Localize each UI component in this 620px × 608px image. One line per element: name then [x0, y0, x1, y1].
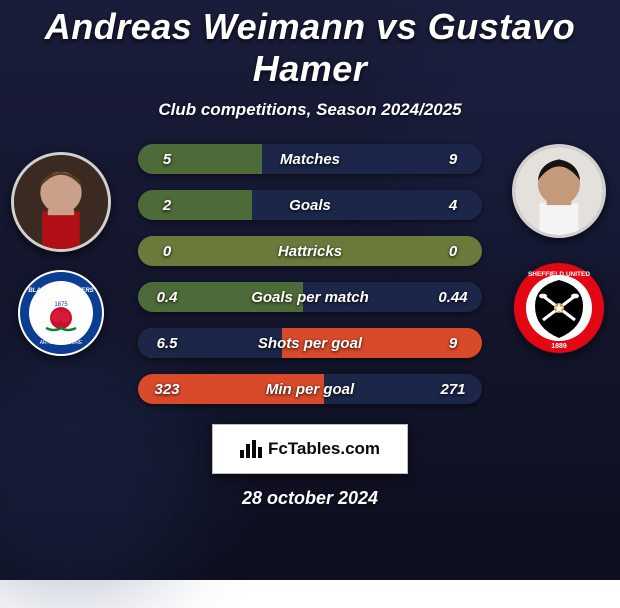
stat-left-value: 0 — [138, 243, 196, 260]
fctables-brand-text: FcTables.com — [268, 439, 380, 459]
left-player-column: BLACKBURN ROVERS ARTE ET LABORE 1875 — [6, 144, 116, 356]
stat-right-value: 0 — [424, 243, 482, 260]
stat-right-value: 4 — [424, 197, 482, 214]
svg-text:BLACKBURN ROVERS: BLACKBURN ROVERS — [28, 288, 93, 294]
svg-text:SHEFFIELD UNITED: SHEFFIELD UNITED — [528, 271, 590, 278]
page-title: Andreas Weimann vs Gustavo Hamer — [0, 6, 620, 90]
fctables-logo: FcTables.com — [212, 424, 408, 474]
stat-row: 5Matches9 — [138, 144, 482, 174]
stat-left-value: 0.4 — [138, 289, 196, 306]
stat-label: Goals — [196, 197, 424, 214]
stat-row: 0.4Goals per match0.44 — [138, 282, 482, 312]
stat-label: Goals per match — [196, 289, 424, 306]
stat-right-value: 0.44 — [424, 289, 482, 306]
date-text: 28 october 2024 — [242, 488, 378, 509]
right-club-logo: SHEFFIELD UNITED 1889 — [513, 262, 605, 354]
stat-row: 0Hattricks0 — [138, 236, 482, 266]
fctables-bars-icon — [240, 440, 262, 458]
stat-left-value: 323 — [138, 381, 196, 398]
left-club-logo: BLACKBURN ROVERS ARTE ET LABORE 1875 — [18, 270, 104, 356]
left-player-avatar — [11, 152, 111, 252]
stat-label: Matches — [196, 151, 424, 168]
main-row: BLACKBURN ROVERS ARTE ET LABORE 1875 5Ma… — [0, 144, 620, 404]
stats-column: 5Matches92Goals40Hattricks00.4Goals per … — [130, 144, 490, 404]
stat-label: Min per goal — [196, 381, 424, 398]
stat-label: Shots per goal — [196, 335, 424, 352]
stat-right-value: 9 — [424, 151, 482, 168]
svg-text:1889: 1889 — [551, 343, 567, 350]
stat-left-value: 2 — [138, 197, 196, 214]
stat-row: 2Goals4 — [138, 190, 482, 220]
subtitle: Club competitions, Season 2024/2025 — [158, 100, 461, 120]
stat-row: 323Min per goal271 — [138, 374, 482, 404]
stat-right-value: 271 — [424, 381, 482, 398]
stat-label: Hattricks — [196, 243, 424, 260]
svg-text:ARTE ET LABORE: ARTE ET LABORE — [40, 340, 83, 346]
stat-row: 6.5Shots per goal9 — [138, 328, 482, 358]
stat-left-value: 6.5 — [138, 335, 196, 352]
content-wrapper: Andreas Weimann vs Gustavo Hamer Club co… — [0, 0, 620, 509]
stat-left-value: 5 — [138, 151, 196, 168]
stat-right-value: 9 — [424, 335, 482, 352]
right-player-avatar — [512, 144, 606, 238]
right-player-column: SHEFFIELD UNITED 1889 — [504, 144, 614, 354]
svg-text:1875: 1875 — [54, 302, 68, 308]
